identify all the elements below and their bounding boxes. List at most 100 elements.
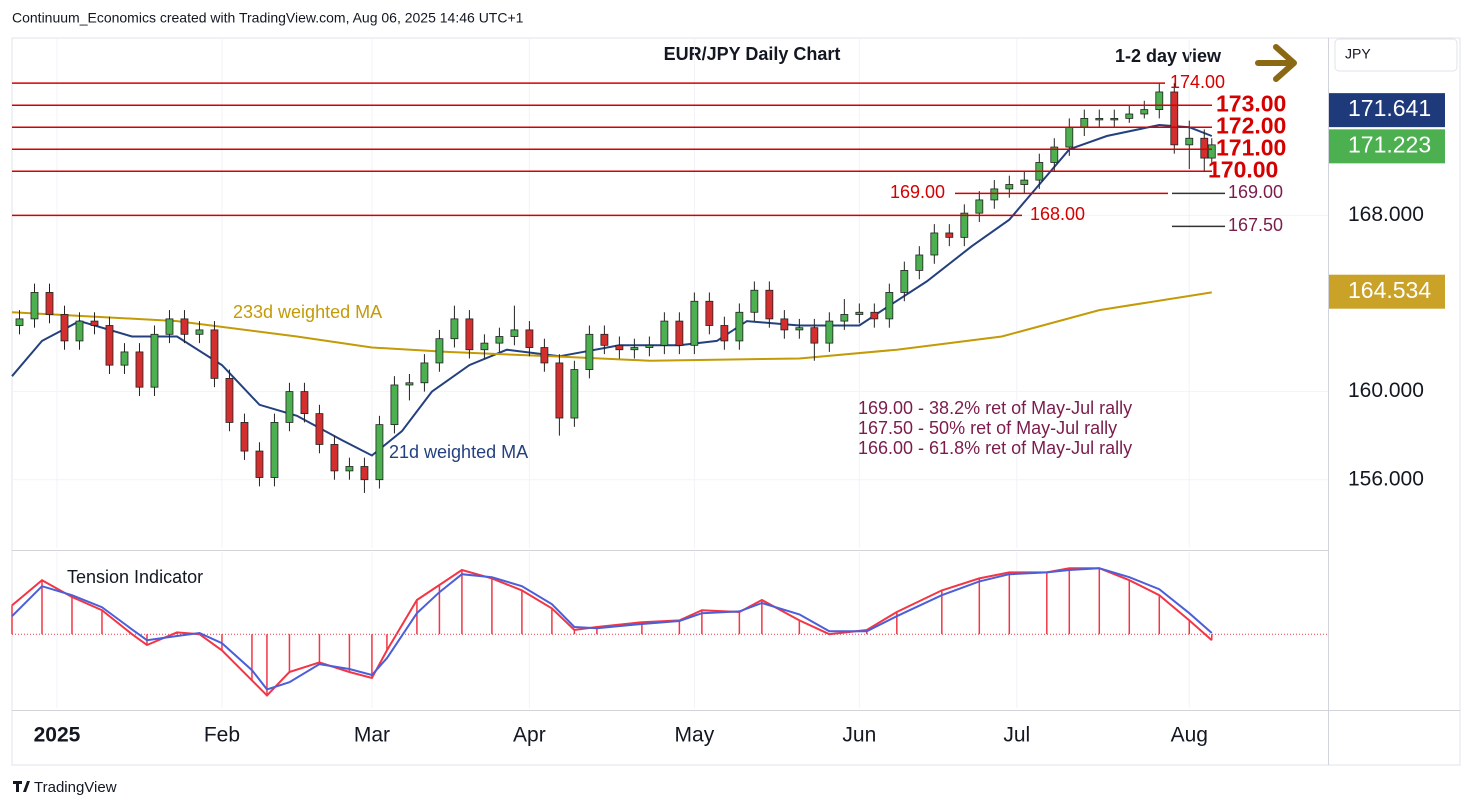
currency: JPY bbox=[1345, 46, 1371, 62]
candle-body bbox=[690, 300, 699, 346]
candle-body bbox=[1020, 179, 1029, 185]
candle-body bbox=[795, 327, 804, 331]
retracement-label: 167.50 bbox=[1228, 215, 1283, 235]
view-note: 1-2 day view bbox=[1115, 46, 1222, 66]
candle-body bbox=[750, 289, 759, 313]
candle-body bbox=[570, 369, 579, 419]
candle-body bbox=[1170, 91, 1179, 146]
candle-body bbox=[1080, 118, 1089, 128]
candle-body bbox=[1200, 137, 1209, 159]
candle-body bbox=[15, 318, 24, 326]
candle-body bbox=[150, 333, 159, 388]
x-tick-label: Aug bbox=[1171, 724, 1208, 747]
chart-title: EUR/JPY Daily Chart bbox=[664, 44, 841, 64]
candle-body bbox=[825, 320, 834, 344]
tradingview-logo bbox=[13, 781, 30, 792]
candle-body bbox=[180, 318, 189, 335]
currency-box[interactable] bbox=[1334, 38, 1458, 72]
candle-body bbox=[465, 318, 474, 351]
annotation: 166.00 - 61.8% ret of May-Jul rally bbox=[858, 438, 1132, 458]
candle-body bbox=[705, 300, 714, 326]
level-label: 173.00 bbox=[1216, 90, 1286, 116]
candle-body bbox=[435, 338, 444, 364]
level-label: 169.00 bbox=[890, 182, 945, 202]
candle-body bbox=[585, 333, 594, 370]
candle-body bbox=[1095, 118, 1104, 121]
annotation: 167.50 - 50% ret of May-Jul rally bbox=[858, 418, 1117, 438]
last-value-label: 164.534 bbox=[1348, 277, 1431, 303]
candle-body bbox=[780, 318, 789, 331]
level-label: 174.00 bbox=[1170, 72, 1225, 92]
indicator-line bbox=[11, 567, 1213, 691]
candle-body bbox=[255, 450, 264, 478]
candle-body bbox=[1065, 126, 1074, 148]
x-tick-label: 2025 bbox=[34, 724, 81, 747]
candle-body bbox=[765, 289, 774, 320]
candle-body bbox=[315, 413, 324, 445]
candle-body bbox=[855, 311, 864, 315]
moving-average bbox=[11, 291, 1212, 362]
candle-body bbox=[285, 391, 294, 423]
candle-body bbox=[75, 320, 84, 342]
candle-body bbox=[600, 333, 609, 346]
y-tick-label: 160.000 bbox=[1348, 379, 1424, 402]
candle-body bbox=[555, 362, 564, 419]
candle-body bbox=[390, 384, 399, 426]
level-label: 171.00 bbox=[1216, 134, 1286, 160]
candle-body bbox=[405, 382, 414, 386]
ma-label: 21d weighted MA bbox=[389, 442, 528, 462]
candle-body bbox=[345, 466, 354, 472]
x-tick-label: Jul bbox=[1003, 724, 1030, 747]
candle-body bbox=[885, 292, 894, 320]
candle-body bbox=[210, 329, 219, 379]
level-label: 168.00 bbox=[1030, 204, 1085, 224]
x-tick-label: Jun bbox=[842, 724, 876, 747]
level-label: 172.00 bbox=[1216, 112, 1286, 138]
candle-body bbox=[870, 311, 879, 320]
candle-body bbox=[735, 311, 744, 342]
candle-body bbox=[120, 351, 129, 366]
candle-body bbox=[225, 377, 234, 423]
footer-brand: TradingView bbox=[34, 779, 117, 796]
candle-body bbox=[900, 270, 909, 293]
candle-body bbox=[915, 254, 924, 271]
candle-body bbox=[360, 466, 369, 481]
candle-body bbox=[375, 424, 384, 481]
last-value-label: 171.641 bbox=[1348, 95, 1431, 121]
header-credit: Continuum_Economics created with Trading… bbox=[12, 10, 524, 26]
candle-body bbox=[60, 314, 69, 342]
candle-body bbox=[540, 347, 549, 364]
level-label: 170.00 bbox=[1208, 156, 1278, 182]
candle-body bbox=[1185, 137, 1194, 146]
candle-body bbox=[945, 232, 954, 238]
candle-body bbox=[1110, 118, 1119, 121]
candle-body bbox=[135, 351, 144, 388]
candle-body bbox=[630, 347, 639, 351]
candle-body bbox=[1207, 144, 1216, 159]
candle-body bbox=[300, 391, 309, 415]
candle-body bbox=[240, 422, 249, 452]
view-arrow bbox=[1255, 44, 1297, 82]
candle-body bbox=[975, 199, 984, 214]
logo-mark bbox=[13, 781, 30, 792]
candle-body bbox=[105, 325, 114, 366]
last-value-label: 171.223 bbox=[1348, 131, 1431, 157]
candle-body bbox=[495, 336, 504, 344]
y-tick-label: 156.000 bbox=[1348, 467, 1424, 490]
candle-body bbox=[450, 318, 459, 340]
candle-body bbox=[420, 362, 429, 384]
candle-body bbox=[195, 329, 204, 335]
y-tick-label: 168.000 bbox=[1348, 203, 1424, 226]
candle-body bbox=[90, 320, 99, 326]
frame bbox=[11, 37, 1461, 766]
candle-body bbox=[615, 344, 624, 351]
x-tick-label: Feb bbox=[204, 724, 240, 747]
candle-body bbox=[30, 292, 39, 320]
ma-label: 233d weighted MA bbox=[233, 302, 382, 322]
retracement-label: 169.00 bbox=[1228, 182, 1283, 202]
candle-body bbox=[525, 329, 534, 348]
candle-body bbox=[1155, 91, 1164, 110]
last-value-box bbox=[1329, 93, 1445, 128]
